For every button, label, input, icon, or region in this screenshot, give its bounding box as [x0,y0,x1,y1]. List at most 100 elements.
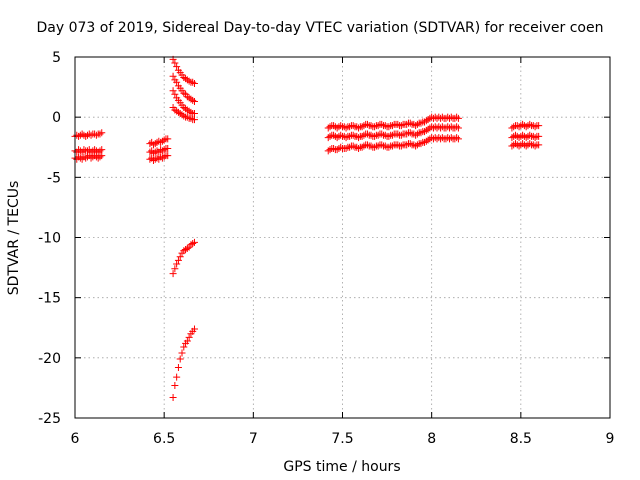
y-tick-label: -15 [38,291,61,307]
data-point [342,144,350,152]
data-point [424,116,432,124]
data-point [171,90,179,98]
data-point [187,241,195,249]
data-point [190,79,198,87]
data-point [87,154,95,162]
series-track-13 [324,113,462,132]
data-point [363,130,371,138]
x-tick-label: 6.5 [153,431,175,447]
data-point [151,140,159,148]
data-point [453,134,461,142]
data-point [355,134,363,142]
data-point [176,355,184,363]
data-point [164,144,172,152]
data-point [180,112,188,120]
data-point [149,149,157,157]
data-point [190,110,198,118]
data-point [98,146,106,154]
data-point [526,140,534,148]
y-tick-label: 5 [52,50,61,66]
data-point [324,134,332,142]
data-point [349,131,357,139]
data-point [522,142,530,150]
data-point [358,123,366,131]
data-point [187,108,195,116]
data-point [417,140,425,148]
data-points [71,55,543,402]
data-point [412,142,420,150]
series-track-9 [169,87,198,118]
data-point [519,140,527,148]
data-point [333,124,341,132]
data-point [96,147,104,155]
data-point [363,141,371,149]
series-track-7 [169,55,198,87]
data-point [164,152,172,160]
data-point [187,114,195,122]
data-point [169,87,177,95]
data-point [169,270,177,278]
data-point [82,132,90,140]
data-point [173,107,181,115]
data-point [78,130,86,138]
x-tick-labels: 6 6.5 7 7.5 8 8.5 9 [71,431,615,447]
data-point [158,137,166,145]
data-point [173,260,181,268]
data-point [421,118,429,126]
data-point [183,244,191,252]
series-track-4 [146,135,172,149]
data-point [178,111,186,119]
data-point [412,131,420,139]
data-point [94,148,102,156]
data-point [454,124,462,132]
data-point [333,146,341,154]
data-point [149,156,157,164]
data-point [333,134,341,142]
data-point [164,135,172,143]
series-track-12 [169,325,198,402]
data-point [535,141,543,149]
data-point [158,147,166,155]
series-track-2 [71,146,106,156]
data-point [169,394,177,402]
data-point [413,130,421,138]
x-tick-label: 9 [606,431,615,447]
data-point [75,132,83,140]
data-point [397,142,405,150]
data-point [176,110,184,118]
data-point [378,130,386,138]
data-point [417,129,425,137]
data-point [160,153,168,161]
data-point [522,123,530,131]
data-point [397,131,405,139]
chart-title: Day 073 of 2019, Sidereal Day-to-day VTE… [37,20,604,36]
x-axis-label: GPS time / hours [283,459,400,475]
data-point [190,325,198,333]
data-point [182,75,190,83]
data-point [190,116,198,124]
grid-lines [75,57,610,418]
data-point [515,134,523,142]
data-point [173,63,181,71]
data-point [171,382,179,390]
data-point [160,136,168,144]
data-point [183,106,191,114]
data-point [531,123,539,131]
data-point [189,240,197,248]
data-point [371,143,379,151]
data-point [96,130,104,138]
data-point [342,134,350,142]
data-point [454,135,462,143]
y-axis-label: SDTVAR / TECUs [6,181,22,296]
series-track-15 [324,134,462,155]
data-point [453,123,461,131]
data-point [324,147,332,155]
data-point [371,123,379,131]
data-point [511,131,519,139]
data-point [180,104,188,112]
data-point [173,373,181,381]
data-point [91,146,99,154]
data-point [388,122,396,130]
data-point [182,246,190,254]
data-point [180,247,188,255]
